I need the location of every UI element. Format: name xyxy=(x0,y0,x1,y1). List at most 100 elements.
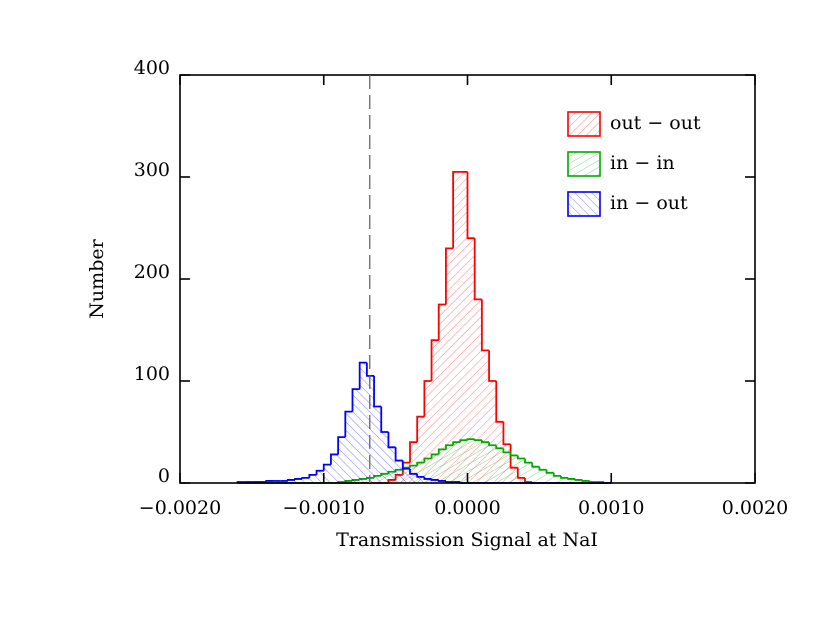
histogram-step xyxy=(545,469,554,474)
histogram-bar xyxy=(352,389,360,483)
histogram-bar xyxy=(302,477,310,483)
histogram-bar xyxy=(474,440,482,483)
histogram-step xyxy=(552,472,561,477)
y-axis-label: Number xyxy=(86,238,108,318)
histogram-bar xyxy=(445,248,454,483)
histogram-bar xyxy=(489,445,497,483)
histogram-step xyxy=(480,440,490,444)
y-tick-label: 0 xyxy=(158,465,170,487)
x-tick-label: −0.0010 xyxy=(283,497,365,519)
histogram-step xyxy=(466,438,475,441)
histogram-bar xyxy=(467,238,475,483)
histogram-step xyxy=(423,457,432,463)
histogram-bar xyxy=(553,475,561,483)
histogram-bar xyxy=(460,171,468,483)
histogram-step xyxy=(560,475,569,479)
histogram-step xyxy=(480,299,490,352)
histogram-step xyxy=(330,453,339,465)
legend-swatch xyxy=(567,191,601,217)
histogram-bar xyxy=(323,464,331,483)
x-tick-label: 0.0000 xyxy=(434,497,500,519)
histogram-bar xyxy=(280,480,288,483)
histogram-bar xyxy=(575,479,583,483)
histogram-bar xyxy=(359,362,367,483)
legend-swatch xyxy=(567,111,601,137)
x-tick-label: 0.0010 xyxy=(578,497,644,519)
histogram-step xyxy=(466,171,475,240)
histogram-step xyxy=(430,453,439,459)
histogram-bar xyxy=(417,416,425,483)
histogram-step xyxy=(430,478,439,481)
histogram-step xyxy=(416,461,425,466)
histogram-bar xyxy=(481,442,490,483)
histogram-step xyxy=(495,381,504,423)
histogram-step xyxy=(488,350,497,382)
histogram-step xyxy=(581,479,590,482)
histogram-step xyxy=(495,445,504,450)
histogram-bar xyxy=(546,472,554,483)
histogram-bar xyxy=(568,478,576,483)
histogram-bar xyxy=(424,478,432,483)
histogram-bar xyxy=(410,442,418,483)
histogram-step xyxy=(401,460,410,470)
histogram-bar xyxy=(431,340,439,483)
histogram-bar xyxy=(532,466,540,483)
histogram-step xyxy=(365,362,375,377)
histogram-step xyxy=(423,476,432,480)
histogram-step xyxy=(430,339,439,381)
histogram-step xyxy=(308,473,317,478)
histogram-bar xyxy=(438,449,446,483)
histogram-bar xyxy=(338,437,346,483)
histogram-bar xyxy=(374,406,382,483)
histogram-bar xyxy=(445,445,454,483)
x-tick-label: 0.0020 xyxy=(722,497,788,519)
histogram-step xyxy=(337,436,346,455)
histogram-step xyxy=(445,444,454,450)
histogram-bar xyxy=(424,381,432,483)
histogram-step xyxy=(380,406,389,433)
histogram-bar xyxy=(503,452,511,483)
histogram-step xyxy=(524,458,533,464)
histogram-bar xyxy=(273,480,281,483)
y-tick-label: 100 xyxy=(134,363,170,385)
histogram-bar xyxy=(560,477,569,483)
histogram-bar xyxy=(453,442,461,483)
histogram-step xyxy=(358,361,367,390)
histogram-bar xyxy=(410,473,418,483)
legend-label: out − out xyxy=(610,112,701,134)
histogram-bar xyxy=(525,462,533,483)
histogram-bar xyxy=(388,447,396,483)
histogram-step xyxy=(452,441,461,446)
histogram-step xyxy=(265,480,274,482)
histogram-step xyxy=(409,464,418,468)
histogram-step xyxy=(588,480,597,483)
histogram-step xyxy=(351,388,360,412)
histogram-step xyxy=(531,462,540,468)
histogram-step xyxy=(437,448,446,455)
histogram-step xyxy=(452,171,461,249)
histogram-step xyxy=(322,463,331,471)
histogram-bar xyxy=(460,440,468,483)
histogram-step xyxy=(416,473,425,478)
histogram-bar xyxy=(309,474,317,483)
x-axis-label: Transmission Signal at NaI xyxy=(336,529,598,551)
histogram-bar xyxy=(431,479,439,483)
histogram-step xyxy=(286,479,295,481)
histogram-bar xyxy=(345,411,353,483)
histogram-step xyxy=(509,452,518,457)
histogram-bar xyxy=(453,171,461,483)
histogram-step xyxy=(373,375,382,408)
y-tick-label: 200 xyxy=(134,261,170,283)
histogram-step xyxy=(301,477,310,479)
histogram-step xyxy=(502,448,511,454)
histogram-bar xyxy=(489,381,497,483)
histogram-step xyxy=(437,303,446,341)
histogram-bar xyxy=(496,448,504,483)
histogram-step xyxy=(409,441,418,463)
histogram-bar xyxy=(517,458,525,483)
histogram-step xyxy=(409,468,418,475)
histogram-step xyxy=(315,469,324,475)
histogram-bar xyxy=(438,480,446,483)
histogram-step xyxy=(574,478,583,481)
histogram-bar xyxy=(582,480,590,483)
